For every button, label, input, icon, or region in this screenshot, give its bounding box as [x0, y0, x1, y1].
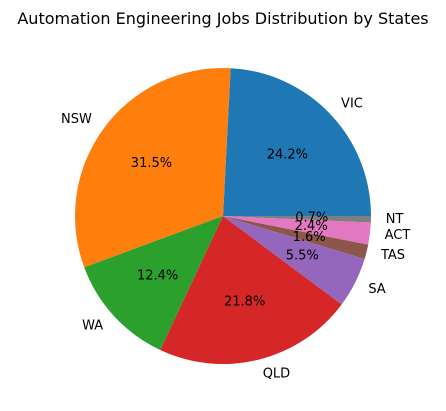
slice-label-qld: QLD: [263, 366, 291, 381]
pie-slice-tas: [223, 216, 369, 260]
slice-percent-act: 2.4%: [295, 219, 328, 234]
pie-slice-sa: [223, 216, 365, 305]
slice-percent-nt: 0.7%: [295, 210, 328, 225]
slice-percent-qld: 21.8%: [224, 295, 265, 310]
pie-slices: [74, 67, 371, 365]
pie-slice-vic: [223, 68, 371, 216]
slice-label-nsw: NSW: [61, 112, 92, 127]
slice-percent-sa: 5.5%: [286, 249, 319, 264]
slice-label-sa: SA: [368, 282, 385, 297]
slice-percent-tas: 1.6%: [293, 230, 326, 245]
chart-title: Automation Engineering Jobs Distribution…: [17, 9, 428, 28]
pie-slice-wa: [84, 216, 223, 351]
slice-percent-vic: 24.2%: [267, 147, 308, 162]
slice-label-vic: VIC: [341, 96, 363, 111]
slice-percent-wa: 12.4%: [137, 269, 178, 284]
slice-percent-nsw: 31.5%: [131, 156, 172, 171]
slice-label-wa: WA: [82, 319, 103, 334]
pie-slice-qld: [160, 216, 342, 365]
pie-labels: VIC 24.2% NSW 31.5% WA 12.4% QLD 21.8% SA 5.5% TAS…: [61, 96, 410, 381]
pie-slice-nt: [223, 216, 371, 223]
pie-slice-act: [223, 216, 371, 245]
pie-slice-nsw: [74, 67, 231, 268]
slice-label-act: ACT: [385, 228, 411, 243]
slice-label-nt: NT: [386, 212, 404, 227]
slice-label-tas: TAS: [380, 248, 405, 263]
